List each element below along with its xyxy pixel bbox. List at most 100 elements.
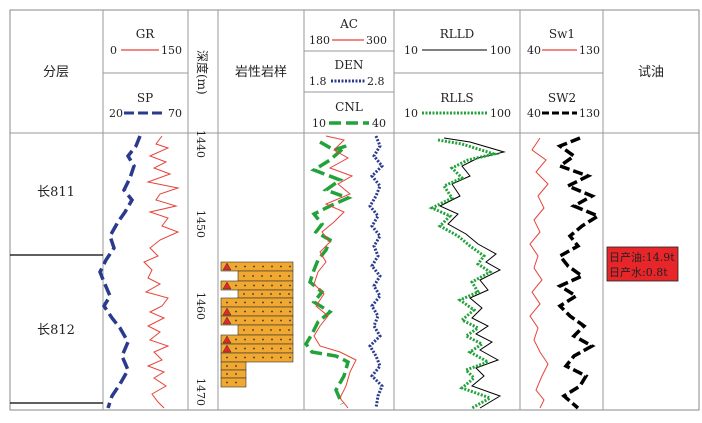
sp-max: 70: [168, 107, 182, 120]
sw2-legend: SW2 40 130: [527, 91, 600, 120]
grid-lines: [9, 9, 700, 411]
lithology-sample-marker: [222, 316, 232, 325]
lithology-block: [220, 261, 294, 272]
lithology-grain-dot: [289, 265, 291, 268]
lithology-grain-dot: [226, 301, 228, 304]
lithology-grain-dot: [244, 284, 246, 287]
header-oil-test: 试油: [638, 65, 664, 80]
lithology-grain-dot: [271, 356, 273, 359]
lithology-grain-dot: [288, 275, 290, 277]
lithology-grain-dot: [235, 365, 237, 367]
sw1-label: Sw1: [549, 27, 575, 41]
lithology-grain-dot: [226, 373, 228, 375]
lithology-block: [237, 289, 294, 299]
oil-test-box: [606, 246, 679, 282]
sw2-curve: [556, 136, 602, 410]
lithology-grain-dot: [288, 293, 290, 295]
layer-label-1: 长811: [37, 185, 75, 200]
ac-curve: [313, 135, 357, 409]
lithology-grain-dot: [235, 338, 237, 341]
lithology-grain-dot: [235, 301, 237, 304]
lithology-grain-dot: [271, 310, 273, 313]
log-curves: [98, 135, 602, 410]
sp-label: SP: [137, 91, 153, 105]
lithology-grain-dot: [280, 265, 282, 268]
lithology-grain-dot: [235, 319, 237, 322]
lithology-grain-dot: [253, 356, 255, 359]
depth-tick-1460: 1460: [194, 292, 207, 320]
lithology-grain-dot: [235, 356, 237, 359]
lithology-grain-dot: [261, 275, 263, 277]
lithology-grain-dot: [280, 338, 282, 341]
lithology-grain-dot: [271, 284, 273, 287]
lithology-block: [220, 361, 247, 371]
lithology-block: [220, 280, 294, 291]
sp-curve: [98, 135, 142, 409]
lithology-grain-dot: [235, 310, 237, 313]
cnl-max: 40: [372, 117, 386, 130]
lithology-grain-dot: [271, 319, 273, 322]
cnl-label: CNL: [335, 100, 363, 114]
rlld-min: 10: [404, 44, 418, 57]
lithology-grain-dot: [280, 347, 282, 350]
lithology-grain-dot: [280, 356, 282, 359]
gr-label: GR: [136, 27, 156, 41]
cnl-curve: [303, 140, 353, 405]
lithology-grain-dot: [270, 329, 272, 331]
layer-boundaries: [10, 254, 103, 404]
lithology-grain-dot: [261, 329, 263, 331]
den-label: DEN: [335, 58, 364, 72]
lithology-grain-dot: [270, 293, 272, 295]
lithology-grain-dot: [244, 310, 246, 313]
lithology-grain-dot: [289, 310, 291, 313]
den-min: 1.8: [309, 75, 327, 88]
lithology-sample-marker: [222, 344, 232, 353]
lithology-grain-dot: [253, 319, 255, 322]
cnl-min: 10: [312, 117, 326, 130]
lithology-grain-dot: [253, 265, 255, 268]
den-max: 2.8: [367, 75, 385, 88]
lithology-grain-dot: [244, 356, 246, 359]
den-curve: [368, 135, 385, 409]
rlls-curve: [428, 138, 500, 410]
lithology-block: [237, 270, 294, 282]
gr-max: 150: [161, 44, 182, 57]
lithology-grain-dot: [235, 381, 237, 384]
gr-curve: [143, 135, 180, 409]
lithology-grain-dot: [279, 275, 281, 277]
oil-test-result: 日产油:14.9t 日产水:0.8t: [606, 246, 679, 282]
lithology-grain-dot: [289, 338, 291, 341]
lithology-grain-dot: [235, 265, 237, 268]
lithology-block: [237, 324, 294, 336]
lithology-block: [220, 306, 294, 317]
lithology-grain-dot: [279, 293, 281, 295]
lithology-grain-dot: [235, 373, 237, 375]
depth-tick-1440: 1440: [194, 130, 207, 158]
lithology-grain-dot: [262, 338, 264, 341]
lithology-grain-dot: [262, 301, 264, 304]
depth-tick-1450: 1450: [194, 210, 207, 238]
lithology-block: [220, 334, 294, 345]
header-depth: 深度(m): [195, 50, 210, 95]
lithology-grain-dot: [280, 319, 282, 322]
lithology-grain-dot: [244, 347, 246, 350]
sw2-min: 40: [527, 107, 541, 120]
gr-min: 0: [110, 44, 117, 57]
oil-test-line2: 日产水:0.8t: [609, 265, 668, 279]
layer-label-2: 长812: [37, 323, 75, 338]
lithology-grain-dot: [253, 347, 255, 350]
header-lithology: 岩性岩样: [235, 65, 287, 80]
lithology-grain-dot: [262, 356, 264, 359]
lithology-block: [220, 297, 294, 308]
gr-legend: GR 0 150: [110, 27, 182, 57]
sw2-label: SW2: [548, 91, 576, 105]
lithology-grain-dot: [279, 329, 281, 331]
lithology-grain-dot: [244, 319, 246, 322]
sw2-max: 130: [579, 107, 600, 120]
lithology-grain-dot: [243, 275, 245, 277]
sw1-max: 130: [579, 44, 600, 57]
sp-legend: SP 20 70: [109, 91, 182, 120]
lithology-block: [220, 343, 294, 354]
lithology-sample-marker: [222, 335, 232, 344]
lithology-grain-dot: [252, 293, 254, 295]
